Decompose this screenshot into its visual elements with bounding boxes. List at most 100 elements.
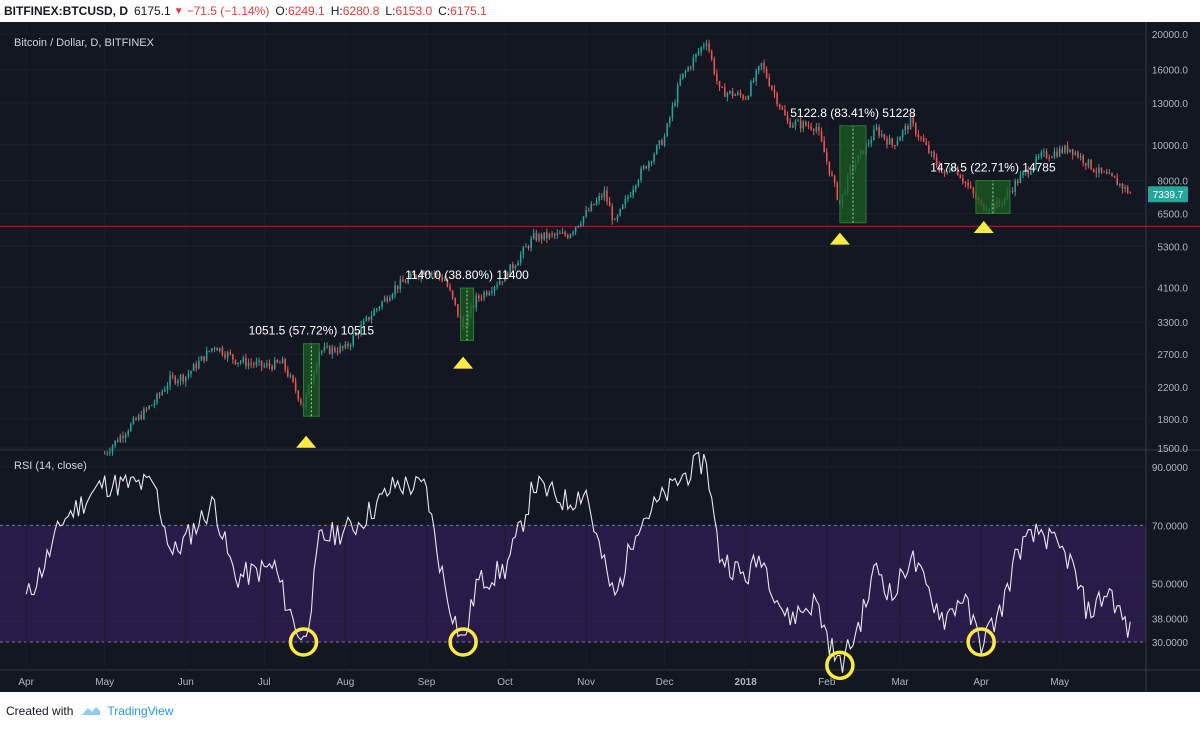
candle <box>1064 144 1066 154</box>
measure-label: 5122.8 (83.41%) 51228 <box>790 106 916 120</box>
chart-canvas[interactable]: 1500.0 1800.0 2200.0 2700.0 3300.0 4100.0 5300… <box>0 22 1200 692</box>
candle <box>512 261 514 272</box>
candle <box>561 227 564 235</box>
created-with-text: Created with <box>6 703 74 718</box>
candle <box>757 65 760 75</box>
candle <box>177 378 179 387</box>
candle <box>506 271 509 279</box>
candle <box>1098 163 1100 178</box>
high-value: 6280.8 <box>342 4 380 18</box>
candle <box>689 65 692 71</box>
time-tick-label: Nov <box>577 677 595 688</box>
candle <box>1043 148 1045 158</box>
candle <box>195 360 198 372</box>
buy-marker-icon <box>296 435 317 448</box>
candle <box>1035 154 1037 171</box>
candle <box>483 290 485 302</box>
candle <box>253 361 255 369</box>
candle <box>815 123 818 134</box>
candle <box>909 115 912 130</box>
candle <box>546 228 548 243</box>
candle <box>700 46 702 56</box>
candle <box>399 275 402 293</box>
candle <box>1024 169 1027 176</box>
candle <box>501 281 504 286</box>
candle <box>729 90 731 95</box>
candle <box>386 295 389 304</box>
candle <box>962 174 964 185</box>
candle <box>271 364 273 372</box>
candle <box>666 122 668 138</box>
candle <box>941 171 943 174</box>
candle <box>907 123 909 134</box>
candle <box>967 179 969 190</box>
chart-area[interactable]: 1500.0 1800.0 2200.0 2700.0 3300.0 4100.0 5300… <box>0 22 1200 692</box>
candle <box>375 307 378 313</box>
price-tick-label: 1500.0 <box>1157 444 1188 455</box>
candle <box>389 295 391 302</box>
candle <box>789 118 791 129</box>
candle <box>721 86 723 88</box>
candle <box>812 128 815 136</box>
tradingview-link[interactable]: TradingView <box>107 703 174 718</box>
candle <box>143 406 145 421</box>
candle <box>948 166 951 173</box>
candle <box>119 433 122 443</box>
candle <box>886 135 888 149</box>
candle <box>1095 167 1098 178</box>
candle <box>1082 154 1084 167</box>
candle <box>773 84 776 99</box>
candle <box>635 184 637 193</box>
candle <box>1058 145 1061 158</box>
candle <box>642 164 645 171</box>
candle <box>611 203 614 225</box>
candle <box>166 381 169 394</box>
candle <box>880 129 883 138</box>
candle <box>964 181 967 188</box>
candle <box>679 73 682 87</box>
price-tick-label: 8000.0 <box>1157 176 1188 187</box>
candle <box>912 113 914 127</box>
buy-marker-icon <box>453 356 474 369</box>
candle <box>585 205 587 219</box>
candle <box>747 95 750 101</box>
candle <box>519 251 522 266</box>
candle <box>752 77 755 84</box>
candle <box>951 166 954 172</box>
candle <box>828 161 831 177</box>
candle <box>535 229 538 242</box>
candle <box>132 416 135 425</box>
candle <box>213 346 216 353</box>
candle <box>425 271 428 277</box>
time-tick-label: May <box>1050 677 1069 688</box>
candle <box>708 39 710 53</box>
candle <box>417 276 420 281</box>
candle <box>239 360 242 366</box>
candle <box>556 229 559 239</box>
candle <box>658 140 661 150</box>
time-tick-label: Jun <box>178 677 194 688</box>
candle <box>713 56 716 76</box>
candle <box>522 245 525 259</box>
candle <box>768 73 771 88</box>
candle <box>381 300 383 310</box>
price-change: −71.5 (−1.14%) <box>186 4 270 18</box>
candle <box>433 270 436 279</box>
candle <box>1111 172 1113 177</box>
candle <box>807 121 810 130</box>
candle <box>514 264 517 271</box>
candle <box>368 316 370 322</box>
candle <box>336 347 339 356</box>
candle <box>1069 149 1071 154</box>
candle <box>396 285 399 294</box>
candle <box>1092 168 1095 173</box>
high-label: H: <box>330 4 343 18</box>
candle <box>959 173 962 179</box>
candle <box>1087 158 1090 169</box>
candle <box>130 422 132 432</box>
candle <box>114 440 116 449</box>
candle <box>475 292 477 312</box>
candle <box>703 42 705 50</box>
candle <box>1019 170 1022 184</box>
candle <box>347 341 349 350</box>
